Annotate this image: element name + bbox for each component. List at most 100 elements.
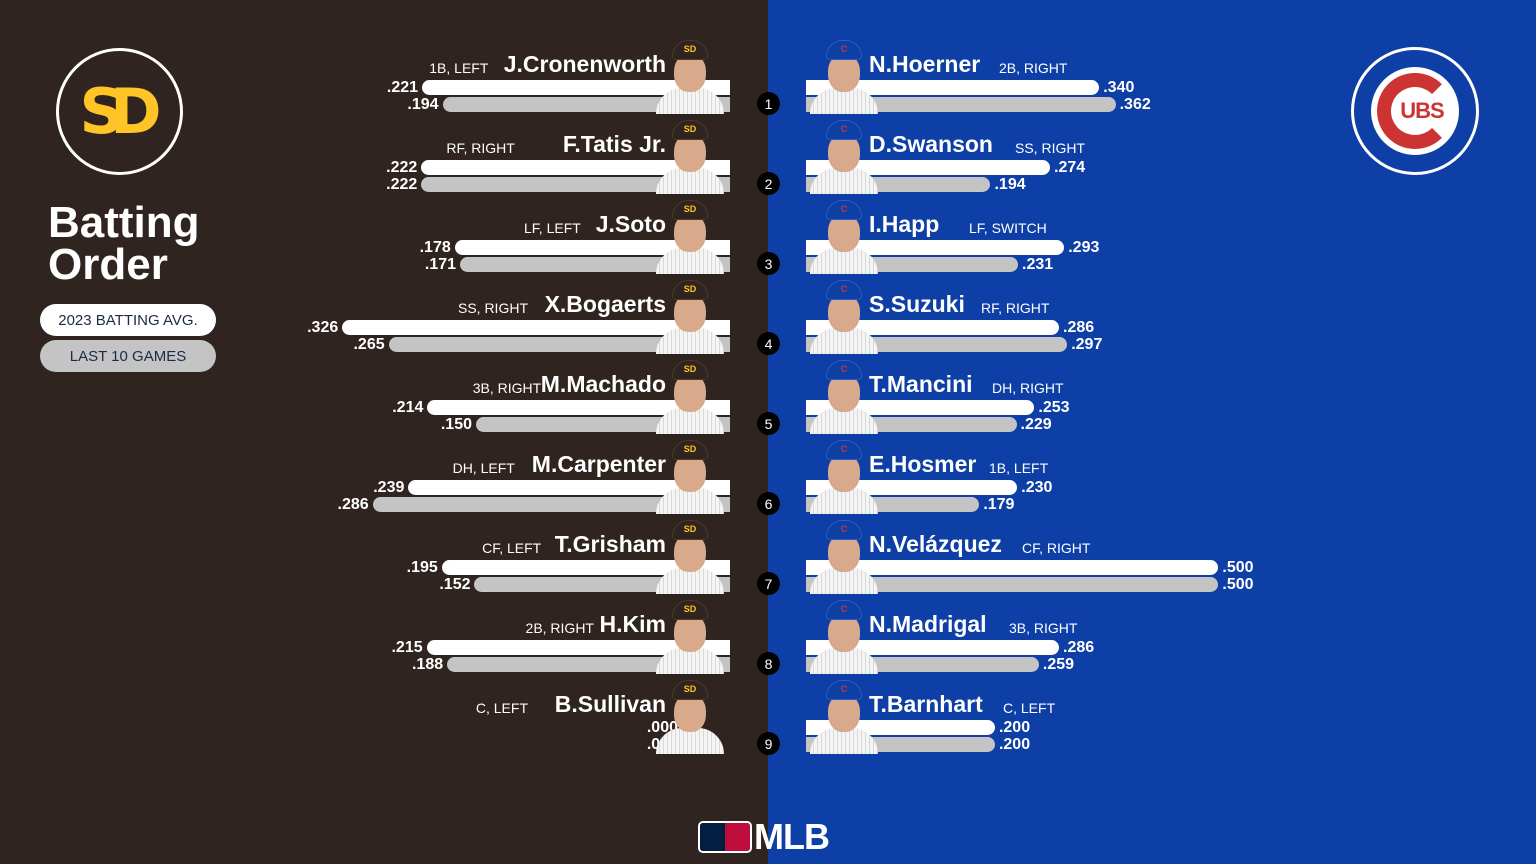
season-avg-value: .286: [1063, 639, 1095, 656]
season-avg-value: .214: [392, 399, 424, 416]
cubs-player-row: N.Madrigal 3B, RIGHT .286 .259 C: [768, 600, 1536, 680]
player-headshot: SD: [652, 200, 728, 274]
player-headshot: SD: [652, 680, 728, 754]
padres-player-row: CF, LEFT T.Grisham .195 .152 SD: [0, 520, 768, 600]
player-headshot: C: [806, 40, 882, 114]
player-name: T.Grisham: [554, 531, 666, 557]
mlb-logo: MLB: [698, 816, 830, 858]
season-avg-bar: [421, 160, 730, 175]
padres-cap-logo-icon: SD: [683, 444, 697, 454]
player-position: SS, RIGHT: [457, 300, 528, 316]
season-avg-value: .326: [307, 319, 339, 336]
batting-order-number: 3: [757, 252, 780, 275]
player-position: 2B, RIGHT: [525, 620, 594, 636]
last10-avg-value: .194: [407, 96, 439, 113]
player-headshot: C: [806, 360, 882, 434]
player-headshot: SD: [652, 120, 728, 194]
cubs-cap-logo-icon: C: [840, 524, 848, 534]
player-name: S.Suzuki: [869, 291, 965, 317]
last10-avg-value: .362: [1119, 96, 1151, 113]
player-headshot: SD: [652, 40, 728, 114]
padres-cap-logo-icon: SD: [683, 684, 697, 694]
player-name: X.Bogaerts: [544, 291, 666, 317]
batting-order-number: 8: [757, 652, 780, 675]
last10-avg-value: .194: [994, 176, 1026, 193]
season-avg-bar: [806, 240, 1065, 255]
padres-cap-logo-icon: SD: [683, 204, 697, 214]
padres-logo: SD: [56, 48, 183, 175]
cubs-cap-logo-icon: C: [840, 204, 848, 214]
last10-avg-value: .229: [1020, 416, 1052, 433]
player-name: M.Machado: [540, 371, 666, 397]
player-position: DH, RIGHT: [992, 380, 1064, 396]
padres-player-row: 1B, LEFT J.Cronenworth .221 .194 SD: [0, 40, 768, 120]
padres-cap-logo-icon: SD: [683, 524, 697, 534]
padres-cap-logo-icon: SD: [683, 44, 697, 54]
season-avg-bar: [806, 640, 1059, 655]
legend-last-10-games: LAST 10 GAMES: [40, 340, 216, 372]
season-avg-bar: [806, 320, 1059, 335]
last10-avg-bar: [806, 577, 1219, 592]
season-avg-value: .230: [1021, 479, 1053, 496]
player-position: LF, LEFT: [524, 220, 581, 236]
season-avg-value: .340: [1103, 79, 1135, 96]
player-position: LF, SWITCH: [969, 220, 1047, 236]
last10-avg-value: .222: [386, 176, 418, 193]
batting-order-number: 4: [757, 332, 780, 355]
cubs-logo: UBS: [1351, 47, 1479, 175]
padres-player-row: C, LEFT B.Sullivan .000 .000 SD: [0, 680, 768, 760]
cubs-cap-logo-icon: C: [840, 364, 848, 374]
last10-avg-value: .171: [424, 256, 457, 273]
player-position: RF, RIGHT: [446, 140, 515, 156]
player-name: N.Hoerner: [869, 51, 981, 77]
player-name: N.Velázquez: [869, 531, 1002, 557]
padres-player-row: LF, LEFT J.Soto .178 .171 SD: [0, 200, 768, 280]
padres-cap-logo-icon: SD: [683, 284, 697, 294]
player-position: 1B, LEFT: [429, 60, 489, 76]
cubs-cap-logo-icon: C: [840, 124, 848, 134]
legend-season-avg: 2023 BATTING AVG.: [40, 304, 216, 336]
player-headshot: SD: [652, 600, 728, 674]
batting-order-number: 2: [757, 172, 780, 195]
player-name: I.Happ: [869, 211, 940, 237]
season-avg-bar: [806, 80, 1100, 95]
cubs-cap-logo-icon: C: [840, 444, 848, 454]
mlb-wordmark: MLB: [754, 816, 830, 857]
padres-cap-logo-icon: SD: [683, 124, 697, 134]
padres-cap-logo-icon: SD: [683, 364, 697, 374]
player-position: C, LEFT: [475, 700, 528, 716]
player-position: CF, RIGHT: [1022, 540, 1091, 556]
player-headshot: C: [806, 280, 882, 354]
player-headshot: SD: [652, 280, 728, 354]
batting-order-number: 9: [757, 732, 780, 755]
last10-avg-value: .286: [337, 496, 369, 513]
player-headshot: SD: [652, 360, 728, 434]
title-line-1: Batting: [48, 198, 200, 247]
player-headshot: C: [806, 680, 882, 754]
player-position: 3B, RIGHT: [1009, 620, 1078, 636]
player-position: 3B, RIGHT: [472, 380, 542, 396]
cubs-player-row: N.Hoerner 2B, RIGHT .340 .362 C: [768, 40, 1536, 120]
last10-avg-bar: [421, 177, 730, 192]
player-headshot: C: [806, 600, 882, 674]
player-headshot: C: [806, 120, 882, 194]
season-avg-value: .221: [386, 79, 419, 96]
padres-player-row: RF, RIGHT F.Tatis Jr. .222 .222 SD: [0, 120, 768, 200]
padres-player-row: 2B, RIGHT H.Kim .215 .188 SD: [0, 600, 768, 680]
player-position: SS, RIGHT: [1015, 140, 1086, 156]
padres-cap-logo-icon: SD: [683, 604, 697, 614]
season-avg-bar: [806, 160, 1051, 175]
season-avg-value: .500: [1222, 559, 1254, 576]
player-name: J.Soto: [595, 211, 666, 237]
cubs-cap-logo-icon: C: [840, 44, 848, 54]
cubs-player-row: T.Barnhart C, LEFT .200 .200 C: [768, 680, 1536, 760]
player-headshot: SD: [652, 440, 728, 514]
season-avg-value: .222: [386, 159, 418, 176]
padres-player-row: SS, RIGHT X.Bogaerts .326 .265 SD: [0, 280, 768, 360]
last10-avg-value: .500: [1222, 576, 1254, 593]
cubs-player-row: I.Happ LF, SWITCH .293 .231 C: [768, 200, 1536, 280]
season-avg-bar: [342, 320, 730, 335]
season-avg-value: .178: [419, 239, 451, 256]
player-name: D.Swanson: [869, 131, 993, 157]
player-headshot: C: [806, 200, 882, 274]
